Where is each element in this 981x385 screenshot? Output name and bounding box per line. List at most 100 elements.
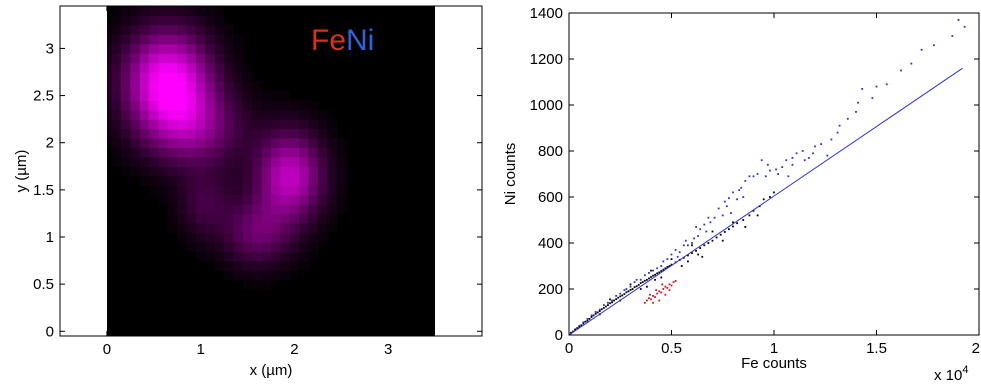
heatmap-cell	[205, 109, 216, 120]
scatter-point	[728, 197, 730, 200]
heatmap-cell	[195, 222, 206, 233]
heatmap-cell	[271, 241, 281, 252]
heatmap-cell	[317, 204, 328, 215]
heatmap-cell	[289, 204, 300, 215]
heatmap-cell	[177, 24, 188, 35]
heatmap-cell	[261, 156, 272, 167]
heatmap-cell	[120, 53, 131, 64]
heatmap-cell	[317, 147, 328, 158]
scatter-point	[752, 175, 755, 178]
heatmap-cell	[177, 6, 188, 17]
heatmap-cell	[195, 241, 206, 252]
scatter-x-tick-label: 2	[972, 340, 980, 357]
heatmap-cell	[214, 166, 225, 177]
heatmap-cell	[214, 222, 225, 233]
scatter-point	[668, 283, 671, 286]
heatmap-cell	[186, 156, 197, 167]
scatter-point	[666, 258, 669, 260]
heatmap-cell	[205, 119, 216, 130]
scatter-point	[648, 272, 650, 274]
heatmap-x-ticks: 0 1 2 3	[103, 6, 392, 358]
scatter-point	[691, 244, 693, 247]
heatmap-cell	[177, 222, 188, 233]
heatmap-cell	[299, 241, 310, 252]
scatter-point	[621, 294, 624, 297]
heatmap-cell	[130, 90, 141, 101]
scatter-point	[699, 247, 702, 249]
scatter-point	[607, 301, 609, 304]
scatter-point	[652, 269, 654, 272]
heatmap-cell	[130, 81, 141, 92]
heatmap-cell	[317, 175, 328, 186]
heatmap-cell	[139, 43, 150, 54]
heatmap-cell	[280, 194, 291, 205]
heatmap-cell	[299, 204, 310, 215]
scatter-point	[609, 302, 611, 305]
heatmap-cell	[139, 53, 150, 64]
heatmap-cell	[158, 24, 169, 35]
scatter-point	[674, 249, 677, 251]
heatmap-cell	[289, 119, 300, 130]
heatmap-cell	[224, 222, 235, 233]
heatmap-cell	[205, 147, 216, 158]
scatter-point	[732, 221, 734, 224]
heatmap-cell	[308, 222, 319, 233]
heatmap-cell	[261, 194, 272, 205]
heatmap-cell	[167, 138, 178, 149]
scatter-point	[801, 150, 804, 152]
heatmap-cell	[177, 156, 188, 167]
heatmap-cell	[327, 194, 338, 205]
heatmap-cell	[158, 175, 169, 186]
scatter-point	[703, 244, 706, 247]
heatmap-cell	[261, 185, 272, 196]
heatmap-cell	[158, 166, 169, 177]
heatmap-cell	[224, 90, 235, 101]
heatmap-cell	[233, 175, 244, 186]
heatmap-cell	[195, 166, 206, 177]
scatter-point	[705, 230, 708, 233]
heatmap-cell	[111, 53, 122, 64]
heatmap-cell	[271, 138, 281, 149]
scatter-point	[652, 295, 654, 297]
heatmap-cell	[280, 222, 291, 233]
heatmap-cell	[242, 185, 253, 196]
scatter-point	[643, 274, 646, 277]
heatmap-cell	[271, 109, 281, 120]
scatter-point	[744, 180, 747, 182]
scatter-point	[639, 282, 642, 284]
scatter-point	[594, 311, 597, 313]
scatter-point	[721, 214, 724, 217]
heatmap-cell	[149, 175, 160, 186]
heatmap-cell	[195, 81, 206, 92]
heatmap-cell	[195, 128, 206, 139]
heatmap-cell	[214, 109, 225, 120]
scatter-point	[676, 255, 679, 258]
scatter-y-tick-label: 1000	[530, 97, 563, 114]
heatmap-cell	[130, 119, 141, 130]
heatmap-cell	[327, 222, 338, 233]
scatter-point	[661, 283, 664, 286]
heatmap-cell	[120, 119, 131, 130]
heatmap-cell	[111, 109, 122, 120]
scatter-point	[791, 157, 794, 159]
scatter-point	[643, 279, 646, 282]
scatter-point	[709, 221, 712, 224]
heatmap-cell	[205, 175, 216, 186]
heatmap-cell	[139, 128, 150, 139]
heatmap-cell	[242, 109, 253, 120]
heatmap-cell	[252, 166, 263, 177]
scatter-point	[682, 244, 685, 247]
heatmap-cell	[224, 138, 235, 149]
scatter-point	[586, 318, 589, 320]
scatter-point	[910, 62, 913, 65]
scatter-point	[951, 35, 954, 37]
scatter-point	[760, 159, 763, 162]
heatmap-cell	[130, 24, 141, 35]
heatmap-cell	[167, 100, 178, 111]
scatter-point	[609, 298, 611, 301]
heatmap-cell	[120, 90, 131, 101]
heatmap-cell	[214, 156, 225, 167]
scatter-point	[633, 281, 636, 283]
heatmap-cell	[139, 6, 150, 17]
heatmap-cell	[224, 156, 235, 167]
